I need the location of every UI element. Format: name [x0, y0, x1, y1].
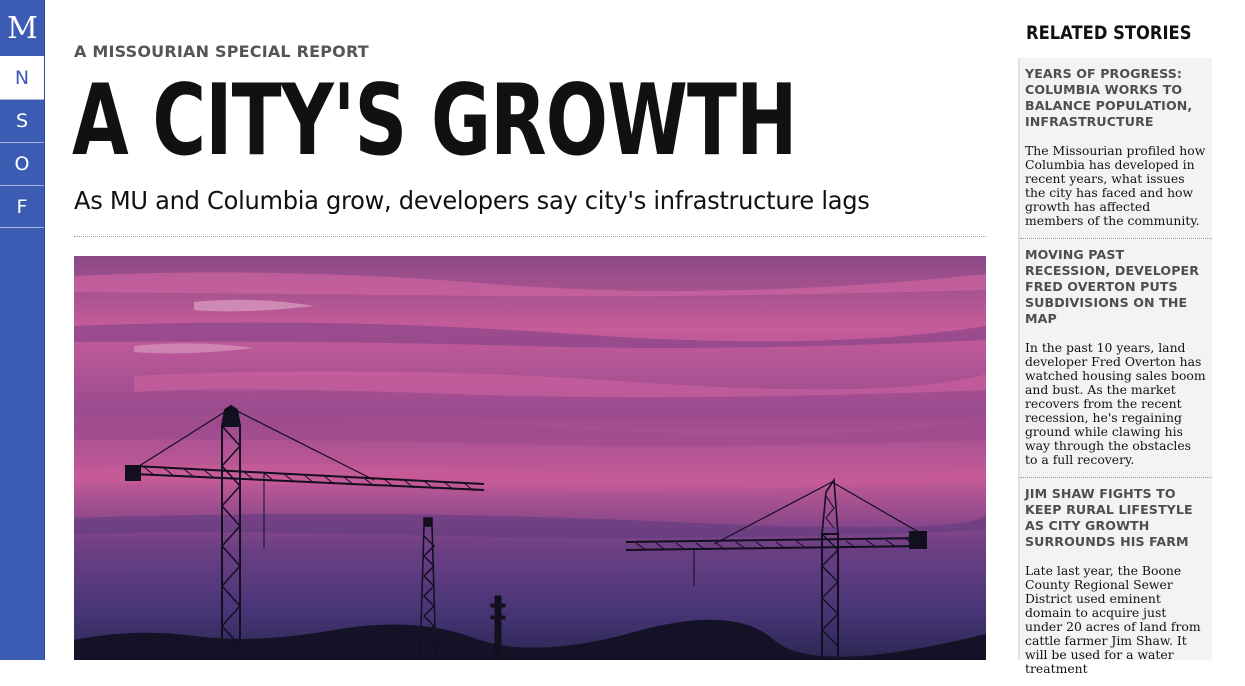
- related-story[interactable]: JIM SHAW FIGHTS TO KEEP RURAL LIFESTYLE …: [1020, 478, 1212, 686]
- construction-cranes-sunset-photo: [74, 256, 986, 660]
- header-divider: [74, 236, 986, 237]
- left-nav: M N S O F: [0, 0, 45, 660]
- related-story-summary: In the past 10 years, land developer Fre…: [1025, 340, 1206, 467]
- site-logo[interactable]: M: [7, 10, 38, 46]
- hero-image: [74, 256, 986, 660]
- nav-item-o[interactable]: O: [0, 142, 44, 185]
- nav-item-n[interactable]: N: [0, 56, 44, 99]
- related-story[interactable]: YEARS OF PROGRESS: COLUMBIA WORKS TO BAL…: [1020, 58, 1212, 239]
- page-subtitle: As MU and Columbia grow, developers say …: [74, 186, 870, 215]
- related-stories-sidebar: YEARS OF PROGRESS: COLUMBIA WORKS TO BAL…: [1018, 58, 1212, 676]
- related-story-summary: Late last year, the Boone County Regiona…: [1025, 563, 1201, 676]
- related-story-summary: The Missourian profiled how Columbia has…: [1025, 143, 1206, 228]
- related-story-title[interactable]: YEARS OF PROGRESS: COLUMBIA WORKS TO BAL…: [1025, 66, 1193, 129]
- related-story[interactable]: MOVING PAST RECESSION, DEVELOPER FRED OV…: [1020, 239, 1212, 478]
- report-kicker: A MISSOURIAN SPECIAL REPORT: [74, 42, 369, 61]
- related-story-title[interactable]: JIM SHAW FIGHTS TO KEEP RURAL LIFESTYLE …: [1025, 486, 1193, 549]
- related-story-title[interactable]: MOVING PAST RECESSION, DEVELOPER FRED OV…: [1025, 247, 1200, 326]
- nav-item-s[interactable]: S: [0, 99, 44, 142]
- nav-item-f[interactable]: F: [0, 185, 44, 228]
- page-title: A CITY'S GROWTH: [72, 64, 797, 178]
- related-stories-heading: RELATED STORIES: [1026, 22, 1192, 44]
